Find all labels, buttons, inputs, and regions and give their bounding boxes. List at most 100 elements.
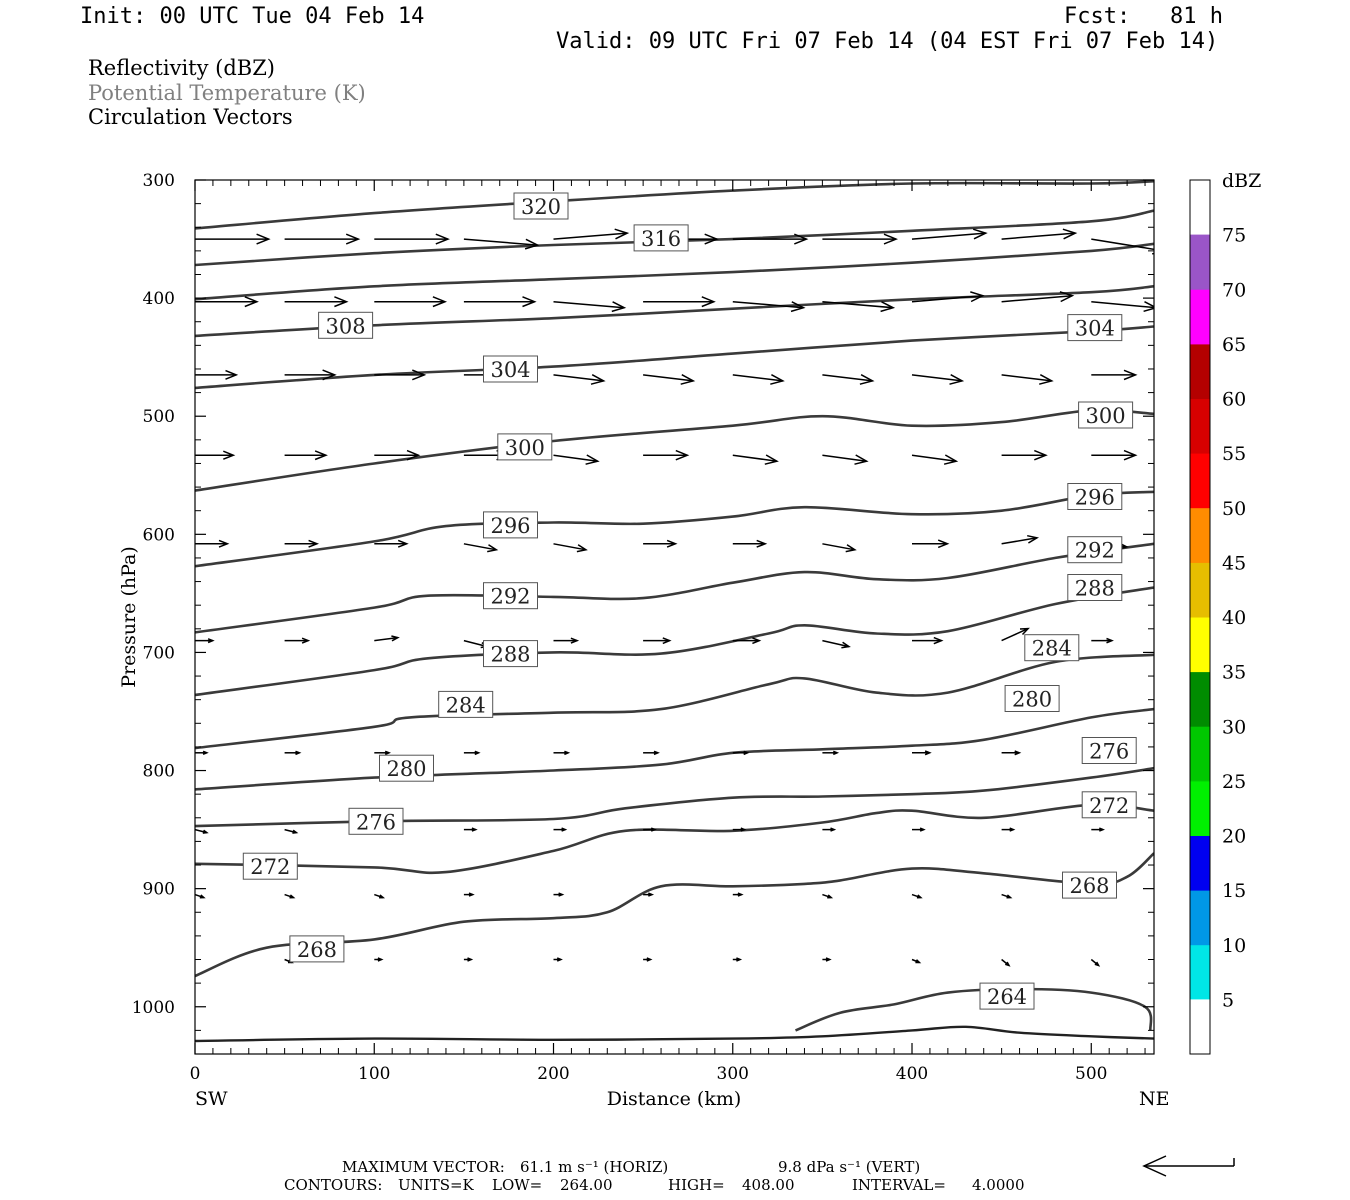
- vector-head: [680, 374, 696, 385]
- colorbar-swatch: [1190, 234, 1210, 290]
- vector-head: [522, 296, 537, 308]
- contour-high-label: HIGH=: [668, 1176, 725, 1194]
- contour-label-box: [483, 511, 538, 539]
- vector-head: [202, 750, 209, 755]
- vector-head: [756, 539, 768, 548]
- circulation-vector: [1091, 827, 1105, 832]
- contour-label: 264: [979, 982, 1035, 1010]
- colorbar-swatch-bottom: [1190, 999, 1210, 1054]
- circulation-vector: [284, 750, 302, 756]
- vector-head: [590, 374, 606, 385]
- terrain-line: [195, 1025, 1154, 1043]
- circulation-vector: [822, 374, 875, 385]
- circulation-vector: [374, 893, 386, 899]
- theta-contour-264: [795, 987, 1153, 1032]
- x-tick-label: 400: [896, 1064, 928, 1084]
- circulation-vector: [374, 539, 409, 548]
- vector-head: [1006, 894, 1013, 899]
- vector-head: [825, 957, 832, 962]
- circulation-vector: [822, 233, 899, 245]
- colorbar-swatch: [1190, 780, 1210, 836]
- vector-head: [916, 894, 923, 899]
- circulation-vector: [822, 454, 869, 465]
- contour-label: 292: [483, 582, 538, 610]
- contour-label-text: 272: [1089, 794, 1129, 818]
- circulation-vector: [463, 892, 475, 897]
- vector-head: [487, 544, 499, 553]
- contour-label-text: 272: [250, 855, 290, 879]
- circulation-vector: [643, 637, 672, 645]
- contour-label: 284: [1024, 634, 1080, 662]
- vector-shaft: [822, 639, 850, 648]
- contour-label-text: 308: [326, 314, 366, 338]
- circulation-vector: [284, 296, 349, 308]
- init-time-label: Init: 00 UTC Tue 04 Feb 14: [80, 4, 425, 29]
- vector-head: [1039, 374, 1054, 385]
- vector-head: [576, 544, 588, 553]
- vector-head: [1099, 827, 1105, 832]
- vector-head: [737, 892, 744, 897]
- circulation-vector: [1001, 958, 1011, 967]
- contour-label-layer: 320 316 308 304 304 300 300 296 296 292 292 288 288 2…: [242, 192, 1137, 1010]
- vector-head: [1034, 449, 1048, 461]
- x-tick-label: 100: [358, 1064, 390, 1084]
- vector-head: [1062, 228, 1078, 240]
- contour-label: 268: [289, 935, 345, 963]
- circulation-vector: [195, 638, 215, 644]
- circulation-vector: [195, 750, 209, 755]
- theta-contour-304: [195, 325, 1154, 390]
- contour-label-box: [242, 852, 298, 880]
- max-vertical-vector: 9.8 dPa s⁻¹ (VERT): [778, 1158, 921, 1176]
- theta-contour-268: [195, 852, 1154, 978]
- vector-head: [949, 374, 965, 385]
- circulation-vector: [463, 296, 537, 308]
- circulation-vector: [463, 750, 481, 756]
- circulation-vector: [1001, 228, 1078, 240]
- vector-head: [202, 829, 209, 834]
- vector-head: [701, 296, 716, 308]
- x-axis-title: Distance (km): [607, 1088, 742, 1110]
- colorbar-level-label: 25: [1222, 771, 1246, 793]
- colorbar-swatch: [1190, 944, 1210, 1000]
- colorbar-level-label: 55: [1222, 443, 1246, 465]
- contour-label: 276: [1081, 737, 1137, 764]
- contour-label-text: 296: [490, 514, 530, 538]
- contour-label: 280: [1004, 685, 1060, 712]
- contour-interval-value: 4.0000: [972, 1176, 1025, 1194]
- vector-head: [675, 449, 690, 461]
- circulation-vector: [1001, 374, 1054, 385]
- colorbar-level-label: 10: [1222, 935, 1246, 957]
- vector-shaft: [1001, 294, 1073, 303]
- vector-shaft: [1001, 537, 1038, 545]
- contour-label: 304: [483, 355, 538, 383]
- contour-label: 272: [1081, 791, 1137, 819]
- contour-label-box: [1062, 871, 1117, 899]
- contour-label: 292: [1067, 536, 1123, 564]
- vector-shaft: [732, 300, 804, 309]
- vector-shaft: [822, 454, 867, 462]
- y-tick-label: 700: [143, 643, 175, 663]
- circulation-vector: [911, 893, 923, 899]
- contour-layer: [195, 180, 1154, 1043]
- contour-label-box: [979, 982, 1035, 1010]
- contour-label: 296: [483, 511, 538, 539]
- vector-head: [432, 296, 448, 308]
- contour-label-box: [513, 192, 569, 220]
- circulation-vector: [284, 828, 299, 834]
- colorbar-level-label: 60: [1222, 389, 1246, 411]
- colorbar: 5 10 15 20 25 30 35 40 45 50 55 60 65 70 75: [1189, 179, 1246, 1055]
- contour-label-text: 276: [1089, 740, 1129, 764]
- vector-shaft: [1001, 232, 1076, 240]
- vector-head: [406, 449, 421, 461]
- vector-head: [467, 957, 474, 962]
- contour-label-text: 284: [446, 693, 486, 717]
- colorbar-level-label: 40: [1222, 607, 1246, 629]
- circulation-vector: [195, 539, 230, 548]
- circulation-vector: [822, 893, 834, 899]
- contour-high-value: 408.00: [742, 1176, 795, 1194]
- circulation-vector: [553, 750, 571, 756]
- circulation-vector: [553, 892, 565, 897]
- vector-head: [334, 296, 349, 308]
- circulation-vector: [732, 892, 744, 897]
- vector-head: [648, 892, 655, 897]
